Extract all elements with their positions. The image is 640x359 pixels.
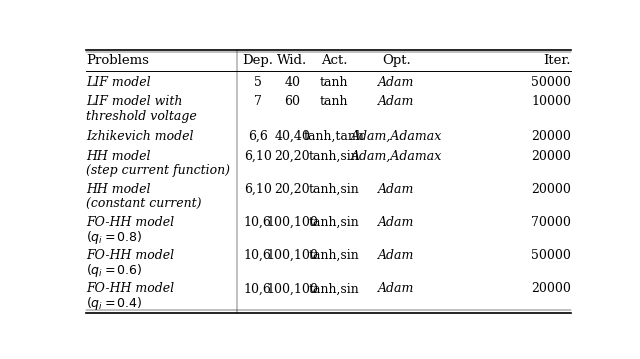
Text: tanh,sin: tanh,sin — [308, 183, 359, 196]
Text: Wid.: Wid. — [277, 54, 307, 67]
Text: $(q_i = 0.6)$: $(q_i = 0.6)$ — [86, 262, 143, 279]
Text: Adam: Adam — [378, 282, 415, 295]
Text: 40,40: 40,40 — [275, 130, 310, 143]
Text: Adam: Adam — [378, 249, 415, 262]
Text: tanh: tanh — [320, 75, 348, 89]
Text: $(q_i = 0.4)$: $(q_i = 0.4)$ — [86, 295, 143, 312]
Text: 10000: 10000 — [531, 95, 571, 108]
Text: 60: 60 — [284, 95, 300, 108]
Text: $(q_i = 0.8)$: $(q_i = 0.8)$ — [86, 229, 142, 246]
Text: 100,100: 100,100 — [266, 249, 318, 262]
Text: 6,10: 6,10 — [244, 183, 271, 196]
Text: LIF model: LIF model — [86, 75, 150, 89]
Text: Iter.: Iter. — [543, 54, 571, 67]
Text: Adam,Adamax: Adam,Adamax — [351, 130, 442, 143]
Text: tanh,tanh: tanh,tanh — [303, 130, 364, 143]
Text: (step current function): (step current function) — [86, 164, 230, 177]
Text: Dep.: Dep. — [242, 54, 273, 67]
Text: 70000: 70000 — [531, 216, 571, 229]
Text: Adam: Adam — [378, 75, 415, 89]
Text: 50000: 50000 — [531, 75, 571, 89]
Text: Opt.: Opt. — [382, 54, 411, 67]
Text: tanh,sin: tanh,sin — [308, 216, 359, 229]
Text: 20000: 20000 — [531, 183, 571, 196]
Text: HH model: HH model — [86, 183, 150, 196]
Text: 7: 7 — [253, 95, 262, 108]
Text: Problems: Problems — [86, 54, 149, 67]
Text: 10,6: 10,6 — [244, 249, 271, 262]
Text: tanh,sin: tanh,sin — [308, 282, 359, 295]
Text: Izhikevich model: Izhikevich model — [86, 130, 193, 143]
Text: Adam,Adamax: Adam,Adamax — [351, 150, 442, 163]
Text: 6,6: 6,6 — [248, 130, 268, 143]
Text: tanh: tanh — [320, 95, 348, 108]
Text: 20,20: 20,20 — [275, 183, 310, 196]
Text: FO-HH model: FO-HH model — [86, 249, 174, 262]
Text: 10,6: 10,6 — [244, 282, 271, 295]
Text: 40: 40 — [284, 75, 300, 89]
Text: 100,100: 100,100 — [266, 282, 318, 295]
Text: 100,100: 100,100 — [266, 216, 318, 229]
Text: Act.: Act. — [321, 54, 348, 67]
Text: LIF model with: LIF model with — [86, 95, 182, 108]
Text: Adam: Adam — [378, 95, 415, 108]
Text: 50000: 50000 — [531, 249, 571, 262]
Text: FO-HH model: FO-HH model — [86, 216, 174, 229]
Text: Adam: Adam — [378, 216, 415, 229]
Text: 20000: 20000 — [531, 150, 571, 163]
Text: 20000: 20000 — [531, 282, 571, 295]
Text: 20,20: 20,20 — [275, 150, 310, 163]
Text: FO-HH model: FO-HH model — [86, 282, 174, 295]
Text: 20000: 20000 — [531, 130, 571, 143]
Text: HH model: HH model — [86, 150, 150, 163]
Text: tanh,sin: tanh,sin — [308, 150, 359, 163]
Text: 6,10: 6,10 — [244, 150, 271, 163]
Text: Adam: Adam — [378, 183, 415, 196]
Text: 5: 5 — [253, 75, 262, 89]
Text: tanh,sin: tanh,sin — [308, 249, 359, 262]
Text: 10,6: 10,6 — [244, 216, 271, 229]
Text: (constant current): (constant current) — [86, 197, 202, 211]
Text: threshold voltage: threshold voltage — [86, 110, 196, 123]
